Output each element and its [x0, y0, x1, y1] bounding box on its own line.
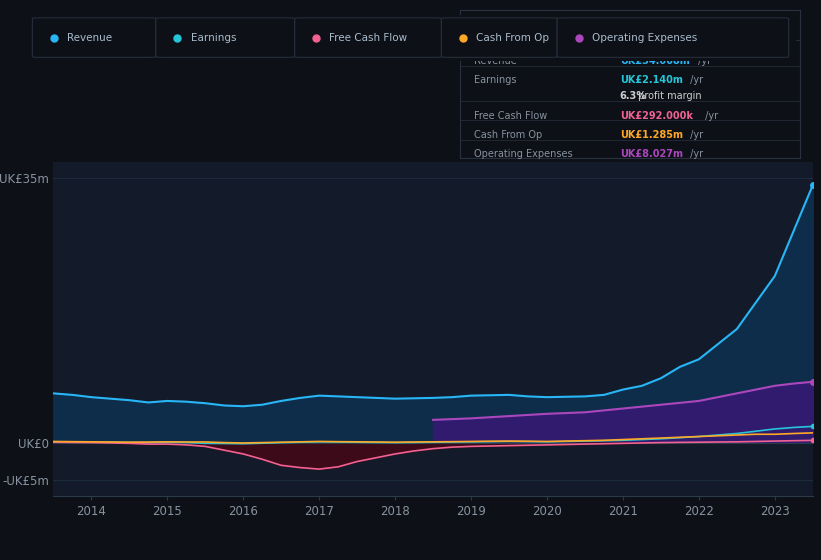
Text: /yr: /yr [687, 75, 704, 85]
Text: Cash From Op: Cash From Op [474, 130, 542, 140]
Text: Earnings: Earnings [190, 32, 236, 43]
Text: Free Cash Flow: Free Cash Flow [474, 111, 547, 120]
FancyBboxPatch shape [557, 18, 789, 57]
Text: /yr: /yr [702, 111, 718, 120]
Text: Cash From Op: Cash From Op [476, 32, 549, 43]
FancyBboxPatch shape [156, 18, 295, 57]
Text: /yr: /yr [687, 130, 704, 140]
Text: Free Cash Flow: Free Cash Flow [329, 32, 407, 43]
Text: Earnings: Earnings [474, 75, 516, 85]
Text: UK£8.027m: UK£8.027m [620, 149, 683, 159]
Text: /yr: /yr [695, 56, 711, 66]
Text: Operating Expenses: Operating Expenses [474, 149, 572, 159]
Text: Jun 30 2023: Jun 30 2023 [474, 20, 552, 34]
Text: /yr: /yr [687, 149, 704, 159]
Text: 6.3%: 6.3% [620, 91, 647, 101]
FancyBboxPatch shape [442, 18, 557, 57]
Text: UK£34.068m: UK£34.068m [620, 56, 690, 66]
Text: profit margin: profit margin [635, 91, 702, 101]
Text: Revenue: Revenue [67, 32, 112, 43]
FancyBboxPatch shape [295, 18, 442, 57]
Text: Revenue: Revenue [474, 56, 516, 66]
Text: UK£2.140m: UK£2.140m [620, 75, 683, 85]
Text: UK£1.285m: UK£1.285m [620, 130, 683, 140]
Text: UK£292.000k: UK£292.000k [620, 111, 693, 120]
FancyBboxPatch shape [32, 18, 156, 57]
Text: Operating Expenses: Operating Expenses [592, 32, 697, 43]
